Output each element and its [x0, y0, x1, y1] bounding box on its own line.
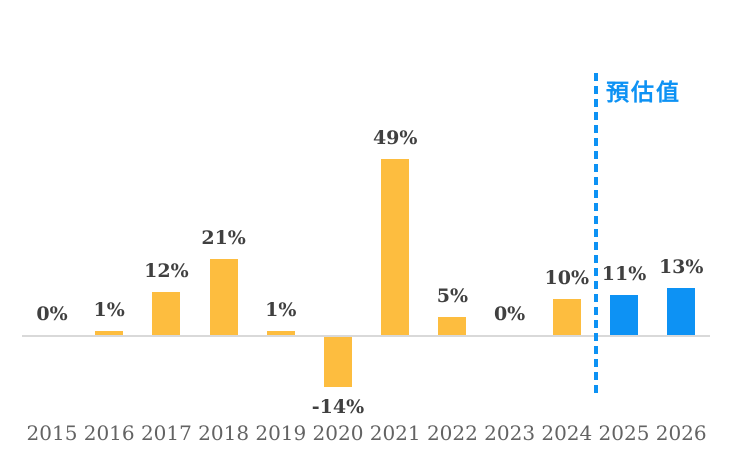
bar-2018 — [209, 259, 238, 335]
estimate-annotation-label: 預估值 — [606, 79, 681, 105]
axis-label-2017: 2017 — [140, 421, 192, 445]
axis-label-2021: 2021 — [369, 421, 421, 445]
value-label-2021: 49% — [372, 126, 418, 149]
axis-label-2024: 2024 — [541, 421, 593, 445]
value-label-2023: 0% — [493, 303, 526, 325]
bar-2025 — [610, 295, 638, 335]
value-label-2024: 10% — [544, 267, 590, 289]
bar-2021 — [381, 158, 410, 335]
value-label-2019: 1% — [265, 299, 297, 322]
axis-label-2016: 2016 — [83, 421, 135, 445]
axis-label-2015: 2015 — [26, 421, 78, 445]
value-label-2025: 11% — [601, 263, 647, 286]
bar-2024 — [552, 299, 581, 335]
bar-2026 — [667, 288, 696, 335]
value-label-2026: 13% — [658, 256, 704, 279]
value-label-2015: 0% — [36, 303, 68, 325]
value-label-2017: 12% — [144, 259, 189, 282]
bar-2017 — [152, 291, 181, 335]
bar-2019 — [266, 331, 295, 335]
axis-label-2025: 2025 — [598, 421, 650, 445]
value-label-2022: 5% — [436, 285, 469, 307]
axis-label-2018: 2018 — [198, 421, 250, 445]
bar-2020 — [324, 337, 352, 388]
estimate-divider-dashed-line — [594, 73, 598, 393]
axis-label-2023: 2023 — [484, 421, 536, 445]
axis-label-2020: 2020 — [312, 421, 364, 445]
axis-label-2022: 2022 — [426, 421, 478, 445]
bar-2022 — [438, 317, 467, 335]
axis-label-2026: 2026 — [655, 421, 707, 445]
x-axis-line — [22, 335, 710, 337]
axis-label-2019: 2019 — [255, 421, 307, 445]
value-label-2016: 1% — [93, 299, 125, 322]
value-label-2018: 21% — [201, 227, 246, 250]
bar-2016 — [95, 331, 124, 335]
value-label-2020: -14% — [311, 396, 365, 419]
